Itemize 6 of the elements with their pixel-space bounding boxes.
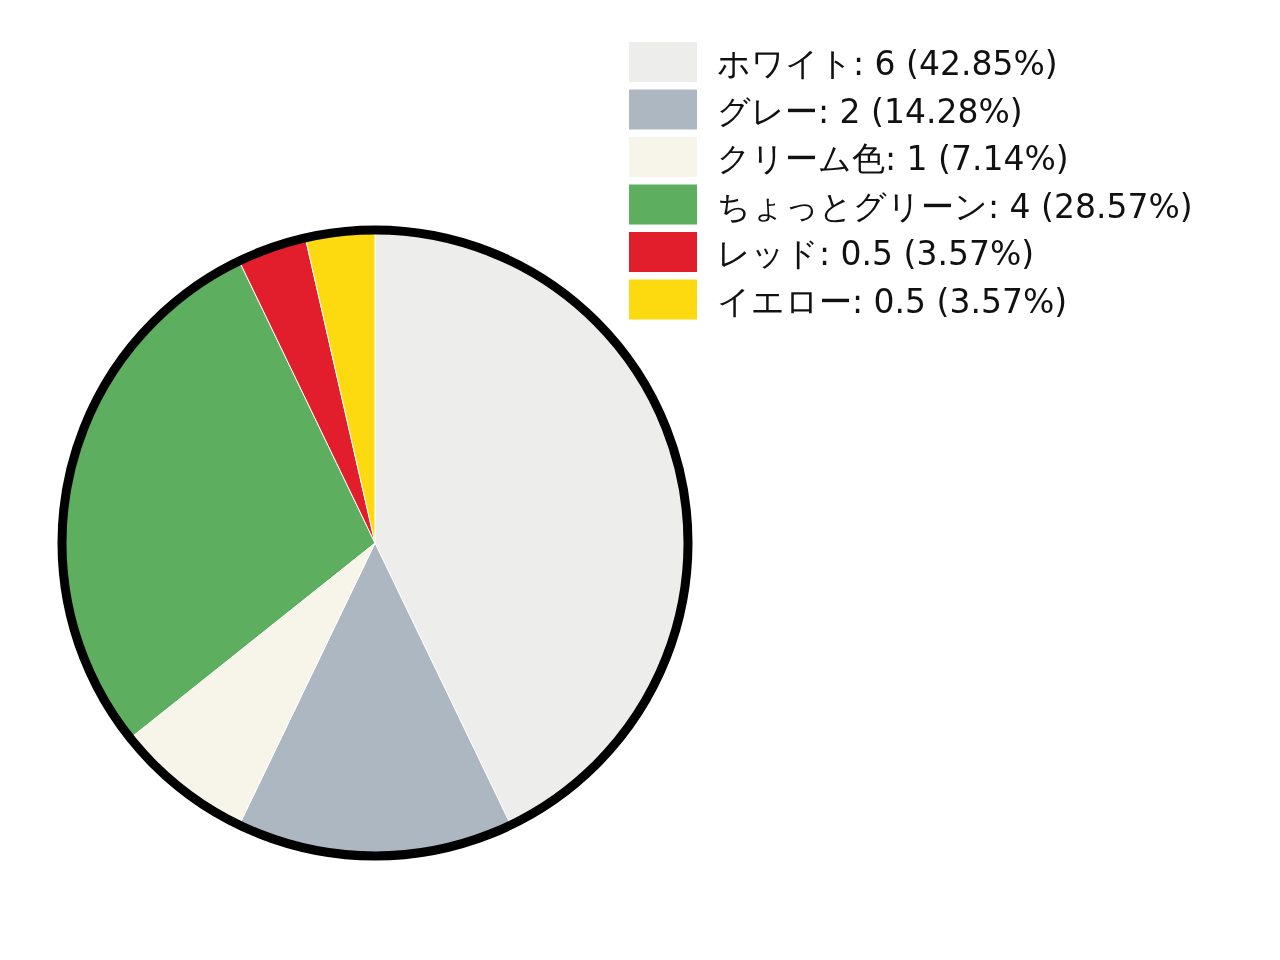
legend-label: グレー: 2 (14.28%) — [717, 91, 1023, 131]
legend-label: イエロー: 0.5 (3.57%) — [717, 281, 1068, 321]
legend-label: ちょっとグリーン: 4 (28.57%) — [717, 186, 1193, 226]
legend-label: クリーム色: 1 (7.14%) — [717, 139, 1069, 178]
legend-label: レッド: 0.5 (3.57%) — [717, 234, 1035, 273]
legend-label: ホワイト: 6 (42.85%) — [717, 44, 1058, 83]
